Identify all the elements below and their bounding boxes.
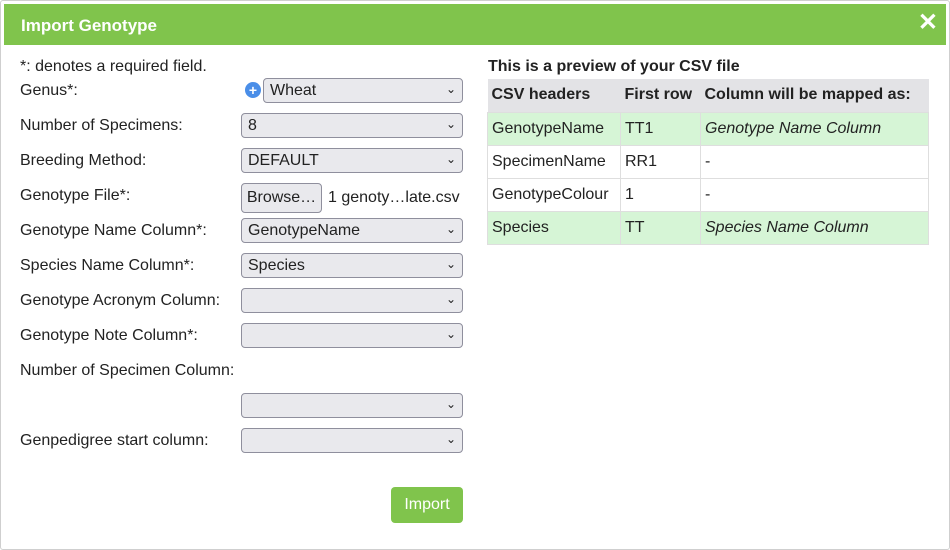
genus-select[interactable]: Wheat ⌄ [263, 78, 463, 103]
chevron-down-icon: ⌄ [445, 397, 456, 411]
chevron-down-icon: ⌄ [445, 327, 456, 341]
table-header-row: CSV headers First row Column will be map… [487, 79, 929, 112]
num-specimens-select[interactable]: 8 ⌄ [241, 113, 463, 138]
genotype-name-col-label: Genotype Name Column*: [20, 222, 207, 239]
column-header: Column will be mapped as: [700, 79, 929, 112]
table-row: SpecimenName RR1- [487, 144, 929, 179]
chevron-down-icon: ⌄ [445, 82, 456, 96]
table-cell: Species [487, 210, 621, 245]
table-cell: Species Name Column [700, 210, 929, 245]
column-header: First row [620, 79, 701, 112]
add-genus-icon[interactable]: + [245, 82, 261, 98]
acronym-col-label: Genotype Acronym Column: [20, 292, 221, 309]
species-name-col-select[interactable]: Species ⌄ [241, 253, 463, 278]
browse-button[interactable]: Browse… [241, 183, 322, 213]
genotype-name-col-select[interactable]: GenotypeName ⌄ [241, 218, 463, 243]
table-row: GenotypeColour 1- [487, 177, 929, 212]
table-cell: TT [620, 210, 701, 245]
breeding-method-label: Breeding Method: [20, 152, 147, 169]
chevron-down-icon: ⌄ [445, 292, 456, 306]
chevron-down-icon: ⌄ [445, 257, 456, 271]
preview-title: This is a preview of your CSV file [488, 58, 740, 75]
note-col-label: Genotype Note Column*: [20, 327, 198, 344]
genpedigree-col-label: Genpedigree start column: [20, 432, 209, 449]
note-col-select[interactable]: ⌄ [241, 323, 463, 348]
table-cell: - [700, 177, 929, 212]
genpedigree-col-select[interactable]: ⌄ [241, 428, 463, 453]
chevron-down-icon: ⌄ [445, 117, 456, 131]
table-row: GenotypeName TT1 Genotype Name Column [487, 111, 929, 146]
column-header: CSV headers [487, 79, 621, 112]
close-icon[interactable]: ✕ [917, 9, 938, 36]
table-cell: 1 [620, 177, 701, 212]
num-specimen-col-label: Number of Specimen Column: [20, 362, 235, 379]
chevron-down-icon: ⌄ [445, 222, 456, 236]
genus-value: Wheat [270, 82, 317, 99]
table-row: Species TT Species Name Column [487, 210, 929, 245]
genus-label: Genus*: [20, 82, 78, 99]
table-cell: RR1 [620, 144, 701, 179]
table-cell: - [700, 144, 929, 179]
species-name-col-label: Species Name Column*: [20, 257, 195, 274]
required-note: *: denotes a required field. [20, 58, 207, 75]
selected-file-name: 1 genoty…late.csv [328, 189, 460, 206]
table-cell: Genotype Name Column [700, 111, 929, 146]
chevron-down-icon: ⌄ [445, 432, 456, 446]
table-cell: SpecimenName [487, 144, 621, 179]
dialog-header: Import Genotype ✕ [4, 4, 946, 45]
table-cell: TT1 [620, 111, 701, 146]
species-name-col-value: Species [248, 257, 305, 274]
genotype-name-col-value: GenotypeName [248, 222, 361, 239]
table-cell: GenotypeName [487, 111, 621, 146]
chevron-down-icon: ⌄ [445, 152, 456, 166]
dialog-title: Import Genotype [21, 16, 158, 35]
num-specimens-value: 8 [248, 117, 257, 134]
acronym-col-select[interactable]: ⌄ [241, 288, 463, 313]
import-button[interactable]: Import [391, 487, 463, 523]
table-cell: GenotypeColour [487, 177, 621, 212]
num-specimen-col-select[interactable]: ⌄ [241, 393, 463, 418]
genotype-file-label: Genotype File*: [20, 187, 131, 204]
preview-table: CSV headers First row Column will be map… [487, 79, 929, 245]
num-specimens-label: Number of Specimens: [20, 117, 183, 134]
breeding-method-value: DEFAULT [248, 152, 319, 169]
breeding-method-select[interactable]: DEFAULT ⌄ [241, 148, 463, 173]
